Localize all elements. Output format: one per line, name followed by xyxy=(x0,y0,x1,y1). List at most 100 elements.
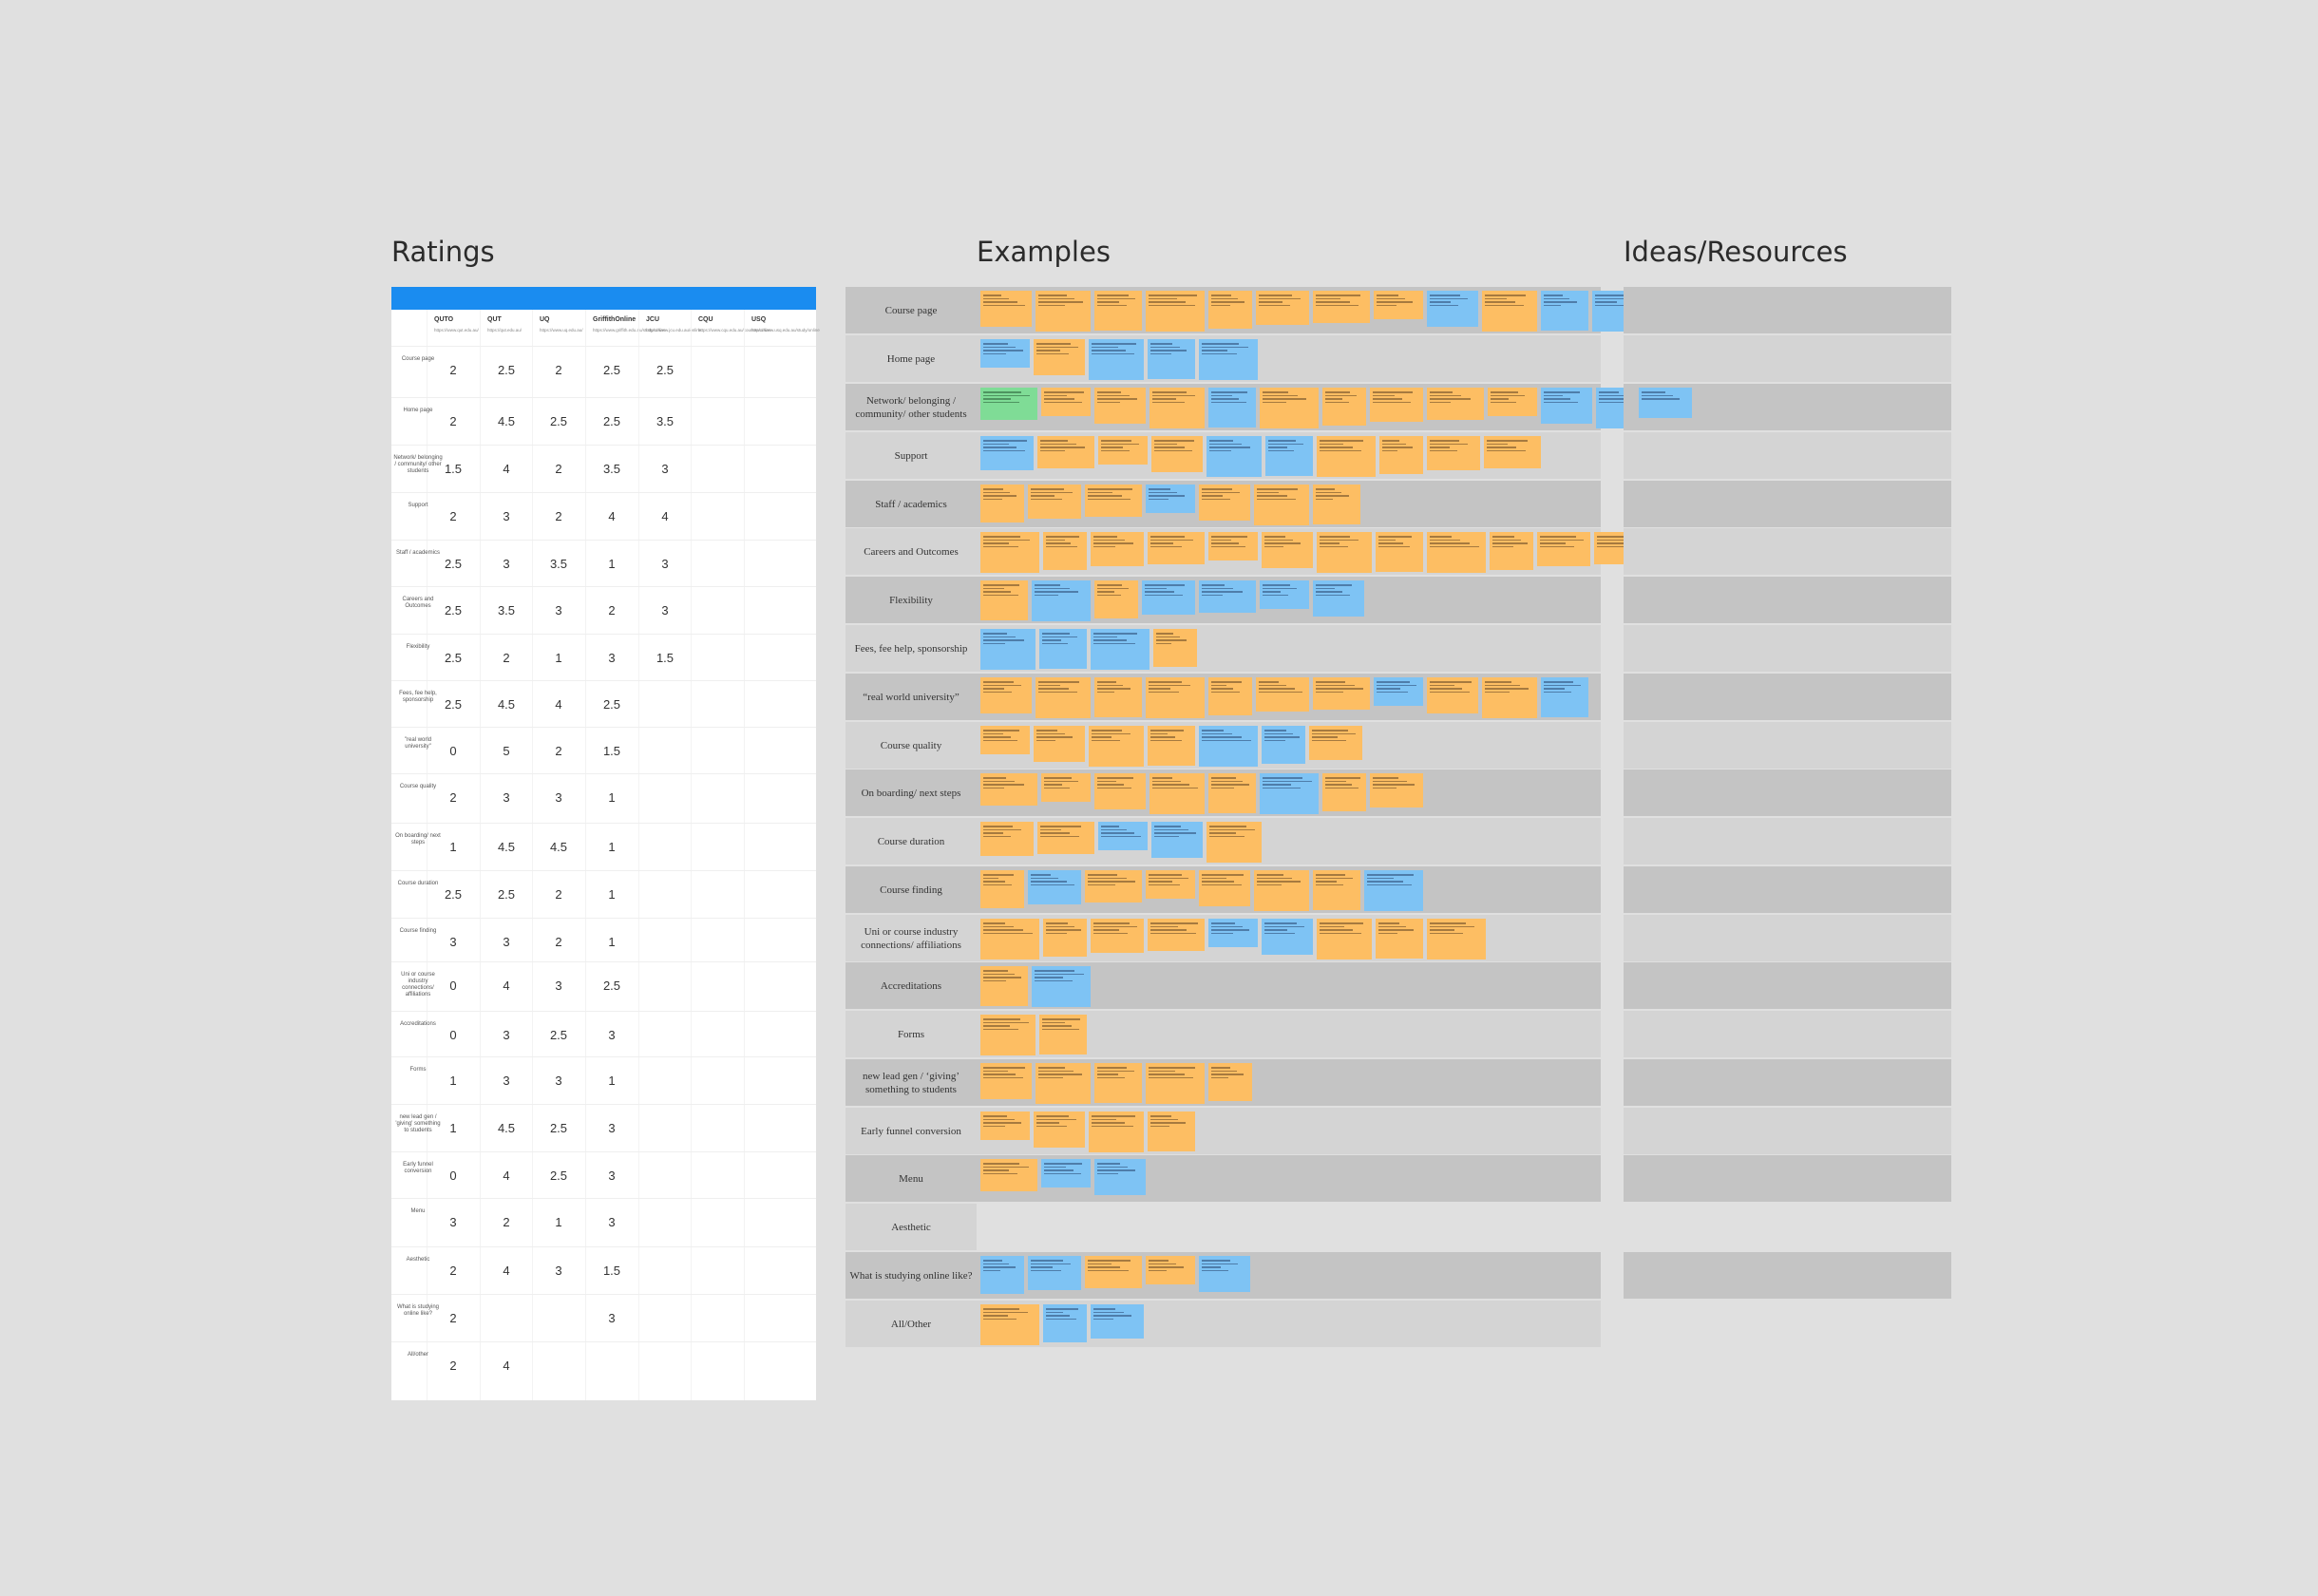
sticky-note[interactable] xyxy=(1427,436,1480,470)
ratings-cell[interactable]: 0 xyxy=(449,978,457,993)
sticky-note[interactable] xyxy=(1541,291,1588,331)
ratings-cell[interactable]: 3 xyxy=(608,1311,616,1325)
ratings-row[interactable]: Home page 2 4.5 2.5 2.5 3.5 xyxy=(391,397,816,446)
ratings-cell[interactable]: 2.5 xyxy=(444,697,463,712)
ratings-cell[interactable]: 4 xyxy=(608,509,616,523)
sticky-note[interactable] xyxy=(1043,532,1087,570)
ratings-cell[interactable]: 2 xyxy=(555,363,562,377)
sticky-note[interactable] xyxy=(1148,339,1195,379)
ratings-cell[interactable]: 2.5 xyxy=(602,697,621,712)
ideas-row[interactable] xyxy=(1624,625,1951,672)
sticky-note[interactable] xyxy=(1262,532,1313,568)
sticky-note[interactable] xyxy=(1034,1112,1085,1148)
sticky-note[interactable] xyxy=(980,1112,1030,1140)
sticky-note[interactable] xyxy=(1427,388,1484,420)
ratings-cell[interactable]: 3 xyxy=(503,1074,510,1088)
sticky-note[interactable] xyxy=(1098,436,1148,465)
ratings-column-url[interactable]: https://www.uq.edu.au/ xyxy=(540,328,583,332)
ratings-cell[interactable]: 4 xyxy=(503,462,510,476)
ratings-column-header[interactable]: USQ xyxy=(751,316,767,323)
sticky-note[interactable] xyxy=(1199,870,1250,906)
sticky-note[interactable] xyxy=(1482,677,1537,718)
sticky-note[interactable] xyxy=(1085,484,1142,517)
sticky-note[interactable] xyxy=(1028,484,1081,519)
ratings-row[interactable]: Staff / academics 2.5 3 3.5 1 3 xyxy=(391,540,816,587)
ratings-cell[interactable]: 3.5 xyxy=(497,603,516,618)
sticky-note[interactable] xyxy=(980,1015,1036,1055)
sticky-note[interactable] xyxy=(1037,822,1094,854)
ideas-row[interactable] xyxy=(1624,1059,1951,1106)
sticky-note[interactable] xyxy=(1208,291,1252,329)
ratings-column-url[interactable]: https://www.griffith.edu.au/study/online xyxy=(593,328,666,332)
ratings-cell[interactable]: 2 xyxy=(608,603,616,618)
ratings-row[interactable]: On boarding/ next steps 1 4.5 4.5 1 xyxy=(391,823,816,871)
sticky-note[interactable] xyxy=(1091,1304,1144,1339)
ratings-row[interactable]: "real world university" 0 5 2 1.5 xyxy=(391,727,816,774)
sticky-note[interactable] xyxy=(1374,291,1423,319)
ideas-row[interactable] xyxy=(1624,962,1951,1009)
ideas-row[interactable] xyxy=(1624,384,1951,430)
sticky-note[interactable] xyxy=(980,919,1039,960)
sticky-note[interactable] xyxy=(1150,773,1205,814)
ratings-cell[interactable]: 1.5 xyxy=(602,1264,621,1278)
sticky-note[interactable] xyxy=(1043,1304,1087,1342)
sticky-note[interactable] xyxy=(980,484,1024,522)
examples-row[interactable]: Uni or course industry connections/ affi… xyxy=(846,915,1601,961)
sticky-note[interactable] xyxy=(980,773,1037,806)
ratings-cell[interactable]: 2 xyxy=(555,744,562,758)
ratings-row[interactable]: Flexibility 2.5 2 1 3 1.5 xyxy=(391,634,816,681)
ratings-cell[interactable]: 4 xyxy=(503,1358,510,1373)
ratings-cell[interactable]: 3 xyxy=(608,1168,616,1183)
sticky-note[interactable] xyxy=(1541,388,1592,424)
ratings-cell[interactable]: 3 xyxy=(503,790,510,805)
ideas-row[interactable] xyxy=(1624,577,1951,623)
ratings-cell[interactable]: 1 xyxy=(555,1215,562,1229)
ratings-column-url[interactable]: https://qut.edu.au/ xyxy=(487,328,522,332)
sticky-note[interactable] xyxy=(1094,580,1138,618)
ratings-column-header[interactable]: GriffithOnline xyxy=(593,316,636,323)
ratings-cell[interactable]: 2 xyxy=(503,1215,510,1229)
sticky-note[interactable] xyxy=(1089,726,1144,767)
sticky-note[interactable] xyxy=(1208,1063,1252,1101)
ratings-cell[interactable]: 2.5 xyxy=(444,603,463,618)
sticky-note[interactable] xyxy=(1313,484,1360,524)
examples-row[interactable]: Course page xyxy=(846,287,1925,333)
ratings-cell[interactable]: 3.5 xyxy=(602,462,621,476)
sticky-note[interactable] xyxy=(1091,532,1144,566)
ratings-row[interactable]: Course quality 2 3 3 1 xyxy=(391,773,816,824)
ratings-column-url[interactable]: https://www.qut.edu.au/ xyxy=(434,328,479,332)
sticky-note[interactable] xyxy=(1376,919,1423,959)
ratings-cell[interactable]: 2 xyxy=(449,1311,457,1325)
ideas-row[interactable] xyxy=(1624,1011,1951,1057)
ratings-row[interactable]: All/other 2 4 xyxy=(391,1341,816,1395)
sticky-note[interactable] xyxy=(1313,291,1370,323)
ideas-row[interactable] xyxy=(1624,335,1951,382)
sticky-note[interactable] xyxy=(1146,870,1195,899)
examples-row[interactable]: Fees, fee help, sponsorship xyxy=(846,625,1601,672)
sticky-note[interactable] xyxy=(980,966,1028,1006)
sticky-note[interactable] xyxy=(1094,677,1142,717)
sticky-note[interactable] xyxy=(1146,484,1195,513)
examples-row[interactable]: Staff / academics xyxy=(846,481,1601,527)
sticky-note[interactable] xyxy=(1427,291,1478,327)
ratings-cell[interactable]: 1.5 xyxy=(602,744,621,758)
ratings-cell[interactable]: 3 xyxy=(661,462,669,476)
ratings-cell[interactable]: 1.5 xyxy=(444,462,463,476)
sticky-note[interactable] xyxy=(1150,388,1205,428)
ratings-cell[interactable]: 3 xyxy=(555,1074,562,1088)
sticky-note[interactable] xyxy=(1370,388,1423,422)
ideas-row[interactable] xyxy=(1624,1204,1951,1250)
sticky-note[interactable] xyxy=(1260,388,1319,428)
ratings-cell[interactable]: 4 xyxy=(555,697,562,712)
ratings-row[interactable]: Menu 3 2 1 3 xyxy=(391,1198,816,1247)
sticky-note[interactable] xyxy=(1036,677,1091,718)
ratings-cell[interactable]: 2 xyxy=(449,363,457,377)
sticky-note[interactable] xyxy=(1208,677,1252,715)
sticky-note[interactable] xyxy=(1639,388,1692,418)
ratings-cell[interactable]: 2 xyxy=(449,509,457,523)
ratings-cell[interactable]: 3 xyxy=(555,1264,562,1278)
sticky-note[interactable] xyxy=(1142,580,1195,615)
ratings-cell[interactable]: 2.5 xyxy=(656,363,674,377)
examples-row[interactable]: Course duration xyxy=(846,818,1601,864)
ideas-row[interactable] xyxy=(1624,722,1951,769)
